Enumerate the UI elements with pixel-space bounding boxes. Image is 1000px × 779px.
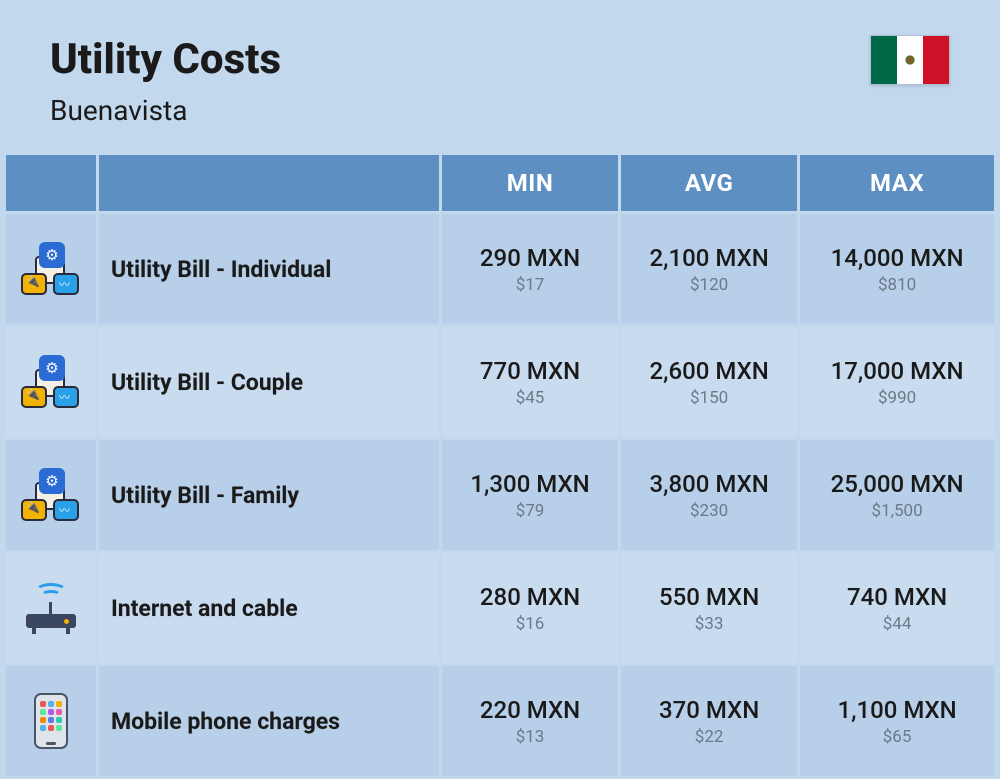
value-primary: 290 MXN bbox=[450, 244, 610, 272]
utility-cluster-icon bbox=[21, 468, 81, 523]
page-subtitle: Buenavista bbox=[50, 94, 281, 127]
value-primary: 740 MXN bbox=[808, 583, 986, 611]
value-primary: 3,800 MXN bbox=[629, 470, 789, 498]
value-primary: 770 MXN bbox=[450, 357, 610, 385]
cell-icon bbox=[6, 327, 96, 437]
header: Utility Costs Buenavista bbox=[0, 0, 1000, 152]
cell-max: 1,100 MXN $65 bbox=[800, 666, 994, 776]
cell-min: 1,300 MXN $79 bbox=[442, 440, 618, 550]
value-secondary: $65 bbox=[808, 727, 986, 747]
value-secondary: $45 bbox=[450, 388, 610, 408]
cell-avg: 3,800 MXN $230 bbox=[621, 440, 797, 550]
flag-stripe-green bbox=[871, 36, 897, 84]
cell-avg: 2,100 MXN $120 bbox=[621, 214, 797, 324]
cell-max: 14,000 MXN $810 bbox=[800, 214, 994, 324]
cell-icon bbox=[6, 440, 96, 550]
header-cell-empty-label bbox=[99, 155, 439, 211]
value-primary: 280 MXN bbox=[450, 583, 610, 611]
value-primary: 220 MXN bbox=[450, 696, 610, 724]
value-primary: 1,300 MXN bbox=[450, 470, 610, 498]
flag-emblem-icon bbox=[905, 55, 915, 65]
value-secondary: $22 bbox=[629, 727, 789, 747]
cell-min: 290 MXN $17 bbox=[442, 214, 618, 324]
router-icon bbox=[21, 581, 81, 636]
value-secondary: $17 bbox=[450, 275, 610, 295]
value-primary: 2,100 MXN bbox=[629, 244, 789, 272]
smartphone-icon bbox=[34, 693, 68, 749]
utility-cluster-icon bbox=[21, 242, 81, 297]
value-primary: 2,600 MXN bbox=[629, 357, 789, 385]
cell-avg: 2,600 MXN $150 bbox=[621, 327, 797, 437]
cell-icon bbox=[6, 666, 96, 776]
cell-label: Mobile phone charges bbox=[99, 666, 439, 776]
value-secondary: $79 bbox=[450, 501, 610, 521]
value-secondary: $44 bbox=[808, 614, 986, 634]
header-cell-max: MAX bbox=[800, 155, 994, 211]
value-primary: 370 MXN bbox=[629, 696, 789, 724]
header-cell-empty-icon bbox=[6, 155, 96, 211]
table-row: Utility Bill - Family 1,300 MXN $79 3,800 M… bbox=[6, 440, 994, 550]
table-header-row: MIN AVG MAX bbox=[6, 155, 994, 211]
cell-avg: 550 MXN $33 bbox=[621, 553, 797, 663]
flag-stripe-white bbox=[897, 36, 923, 84]
header-cell-avg: AVG bbox=[621, 155, 797, 211]
value-secondary: $13 bbox=[450, 727, 610, 747]
value-secondary: $990 bbox=[808, 388, 986, 408]
cell-label: Utility Bill - Individual bbox=[99, 214, 439, 324]
cell-label: Internet and cable bbox=[99, 553, 439, 663]
cell-label: Utility Bill - Family bbox=[99, 440, 439, 550]
cell-label: Utility Bill - Couple bbox=[99, 327, 439, 437]
flag-stripe-red bbox=[923, 36, 949, 84]
value-primary: 1,100 MXN bbox=[808, 696, 986, 724]
cell-min: 220 MXN $13 bbox=[442, 666, 618, 776]
page-title: Utility Costs bbox=[50, 35, 281, 84]
cell-max: 25,000 MXN $1,500 bbox=[800, 440, 994, 550]
value-primary: 14,000 MXN bbox=[808, 244, 986, 272]
costs-table: MIN AVG MAX Utility Bill - Individual290… bbox=[0, 152, 1000, 779]
value-secondary: $1,500 bbox=[808, 501, 986, 521]
value-secondary: $230 bbox=[629, 501, 789, 521]
utility-cluster-icon bbox=[21, 355, 81, 410]
cell-min: 280 MXN $16 bbox=[442, 553, 618, 663]
cell-icon bbox=[6, 214, 96, 324]
header-text: Utility Costs Buenavista bbox=[50, 35, 281, 127]
table-row: Utility Bill - Couple 770 MXN $45 2,600 MXN… bbox=[6, 327, 994, 437]
value-primary: 550 MXN bbox=[629, 583, 789, 611]
value-secondary: $150 bbox=[629, 388, 789, 408]
table-row: Mobile phone charges 220 MXN $13 370 MXN $22… bbox=[6, 666, 994, 776]
table-row: Utility Bill - Individual 290 MXN $17 2,100… bbox=[6, 214, 994, 324]
cell-max: 740 MXN $44 bbox=[800, 553, 994, 663]
value-secondary: $120 bbox=[629, 275, 789, 295]
cell-avg: 370 MXN $22 bbox=[621, 666, 797, 776]
value-primary: 17,000 MXN bbox=[808, 357, 986, 385]
table-row: Internet and cable 280 MXN $16 550 MXN $33 74… bbox=[6, 553, 994, 663]
cell-min: 770 MXN $45 bbox=[442, 327, 618, 437]
value-primary: 25,000 MXN bbox=[808, 470, 986, 498]
value-secondary: $33 bbox=[629, 614, 789, 634]
value-secondary: $810 bbox=[808, 275, 986, 295]
header-cell-min: MIN bbox=[442, 155, 618, 211]
mexico-flag-icon bbox=[870, 35, 950, 85]
value-secondary: $16 bbox=[450, 614, 610, 634]
cell-icon bbox=[6, 553, 96, 663]
cell-max: 17,000 MXN $990 bbox=[800, 327, 994, 437]
